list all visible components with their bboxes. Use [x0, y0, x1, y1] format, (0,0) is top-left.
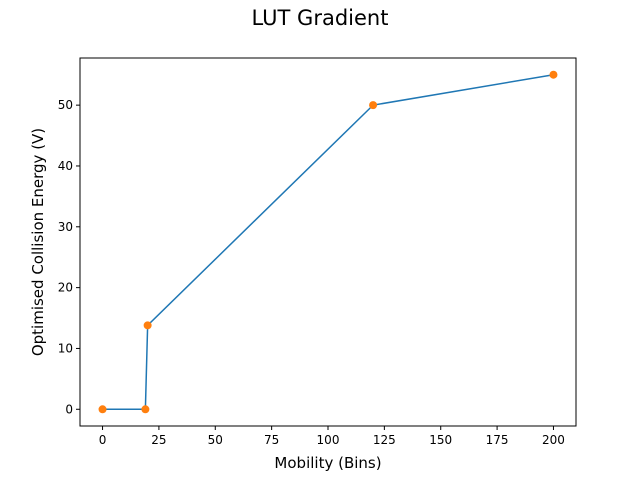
- y-axis-label: Optimised Collision Energy (V): [29, 127, 47, 357]
- x-tick-label: 150: [429, 433, 452, 447]
- y-tick-label: 0: [65, 402, 73, 416]
- y-tick-label: 10: [58, 341, 73, 355]
- y-tick-label: 40: [58, 159, 73, 173]
- x-tick-label: 100: [317, 433, 340, 447]
- x-axis-label: Mobility (Bins): [274, 454, 382, 472]
- x-tick-label: 50: [208, 433, 223, 447]
- series-line: [102, 73, 554, 411]
- x-tick-label: 200: [542, 433, 565, 447]
- data-point-marker: [141, 405, 150, 414]
- y-tick-label: 20: [58, 281, 73, 295]
- data-point-marker: [98, 405, 107, 414]
- x-tick-label: 75: [264, 433, 279, 447]
- axes-frame: [79, 57, 577, 427]
- x-tick-label: 175: [486, 433, 509, 447]
- y-tick-label: 50: [58, 98, 73, 112]
- y-tick-label: 30: [58, 220, 73, 234]
- x-tick-label: 0: [99, 433, 107, 447]
- data-point-marker: [549, 70, 558, 79]
- data-point-marker: [143, 321, 152, 330]
- data-series: [98, 70, 558, 414]
- chart-title: LUT Gradient: [251, 6, 389, 30]
- y-axis-ticks: 0 10 20 30 40 50: [58, 98, 80, 416]
- x-axis-ticks: 0 25 50 75 100 125 150 175 200: [99, 426, 565, 447]
- x-tick-label: 25: [151, 433, 166, 447]
- x-tick-label: 125: [373, 433, 396, 447]
- data-point-marker: [369, 101, 378, 110]
